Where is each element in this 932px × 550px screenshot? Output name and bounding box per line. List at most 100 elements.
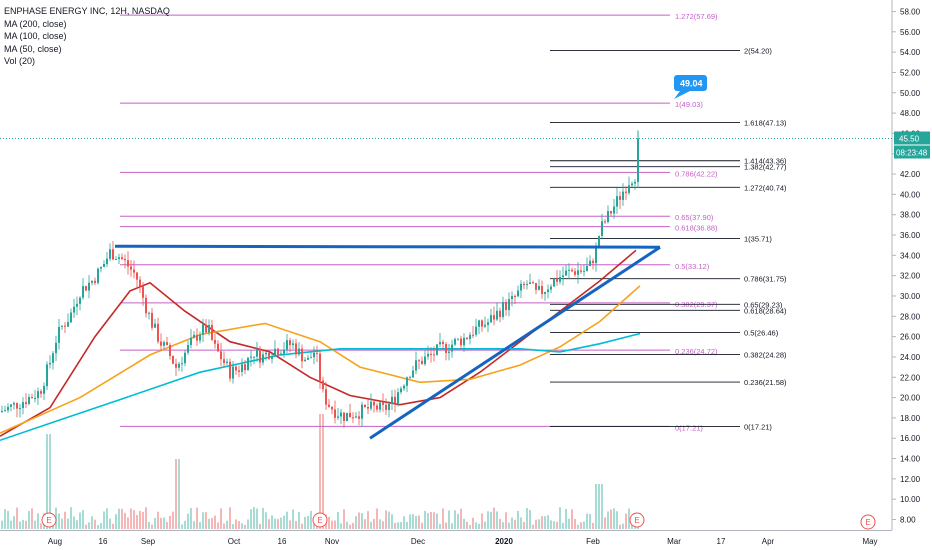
volume-bar (331, 520, 333, 529)
candle-body (325, 389, 327, 405)
volume-bar (10, 520, 12, 529)
candle-body (289, 340, 291, 346)
volume-bar (586, 513, 588, 529)
candle-body (274, 348, 276, 357)
volume-bar (97, 524, 99, 529)
volume-bar (34, 520, 36, 529)
volume-bar (385, 510, 387, 529)
volume-bar (589, 514, 591, 529)
candle-body (184, 352, 186, 364)
candle-body (367, 406, 369, 409)
legend-ma50[interactable]: MA (50, close) (4, 43, 62, 54)
price-axis[interactable]: 58.0056.0054.0052.0050.0048.0046.0044.00… (891, 0, 921, 530)
legend-ma100[interactable]: MA (100, close) (4, 31, 67, 41)
volume-bar (88, 522, 90, 529)
candle-body (250, 356, 252, 358)
volume-bar (121, 508, 123, 529)
volume-bar (118, 508, 120, 529)
volume-bar (355, 516, 357, 529)
candle-body (331, 406, 333, 410)
y-tick-label: 20.00 (900, 394, 921, 403)
y-tick-label: 18.00 (900, 414, 921, 423)
fib-label-purple: 1(49.03) (675, 100, 703, 109)
volume-bar (421, 522, 423, 529)
chart-title: ENPHASE ENERGY INC, 12H, NASDAQ (4, 6, 170, 16)
volume-bar (418, 515, 420, 529)
candle-body (628, 185, 630, 193)
candle-body (385, 404, 387, 410)
candle-body (526, 283, 528, 286)
volume-bar (505, 512, 507, 529)
volume-bar (202, 512, 204, 529)
candle-body (133, 269, 135, 273)
candle-body (97, 268, 99, 283)
volume-bar (286, 511, 288, 529)
y-tick-label: 40.00 (900, 190, 921, 199)
candle-body (370, 401, 372, 409)
candle-body (463, 337, 465, 346)
candle-body (538, 286, 540, 290)
y-tick-label: 22.00 (900, 373, 921, 382)
volume-bar (493, 507, 495, 529)
candle-body (499, 310, 501, 317)
candle-body (34, 397, 36, 399)
volume-bar (193, 521, 195, 529)
volume-bar (166, 522, 168, 529)
candle-body (340, 412, 342, 417)
volume-bar (619, 524, 621, 529)
candle-body (619, 196, 621, 200)
candle-body (604, 221, 606, 223)
candle-body (577, 270, 579, 275)
candle-body (400, 388, 402, 393)
legend-volume[interactable]: Vol (20) (4, 56, 36, 66)
candle-body (208, 324, 210, 333)
candle-body (178, 363, 180, 368)
volume-bar (136, 515, 138, 529)
volume-bar (364, 519, 366, 529)
candle-body (196, 334, 198, 341)
candle-body (43, 386, 45, 394)
legend-ma200[interactable]: MA (200, close) (4, 18, 67, 29)
candle-body (601, 221, 603, 237)
candle-body (313, 352, 315, 358)
volume-bar (556, 521, 558, 529)
candle-body (529, 282, 531, 284)
volume-bar (16, 507, 18, 529)
volume-bar (439, 523, 441, 529)
volume-bar (541, 516, 543, 529)
candle-body (301, 348, 303, 362)
candle-body (46, 364, 48, 387)
x-tick-label: Feb (586, 537, 600, 546)
time-axis[interactable]: Aug 16 Sep Oct 16 Nov Dec 2020 Feb Mar 17 Apr May (0, 530, 892, 547)
volume-bar (298, 511, 300, 529)
volume-bar (463, 518, 465, 529)
volume-bar (199, 522, 201, 529)
fib-label-black: 1.382(42.77) (744, 163, 787, 172)
volume-bar (469, 524, 471, 529)
volume-bar (226, 520, 228, 529)
volume-bar (217, 522, 219, 529)
candle-body (520, 283, 522, 291)
fib-label-purple: 0.618(36.88) (675, 224, 718, 233)
candle-body (166, 342, 168, 345)
candle-body (307, 357, 309, 360)
candle-body (121, 257, 123, 260)
candle-body (343, 412, 345, 422)
support-trendline (369, 245, 661, 440)
candle-body (361, 404, 363, 419)
volume-bar (520, 517, 522, 529)
candle-body (625, 191, 627, 193)
volume-bar (553, 521, 555, 529)
volume-bar (451, 523, 453, 529)
candle-body (541, 286, 543, 294)
candle-body (589, 260, 591, 266)
volume-bar (382, 521, 384, 529)
candle-body (181, 363, 183, 365)
volume-bar (61, 518, 63, 529)
volume-bar (559, 507, 561, 529)
candle-body (562, 275, 564, 278)
candle-body (502, 302, 504, 317)
candle-body (415, 360, 417, 371)
volume-bar (253, 507, 255, 529)
